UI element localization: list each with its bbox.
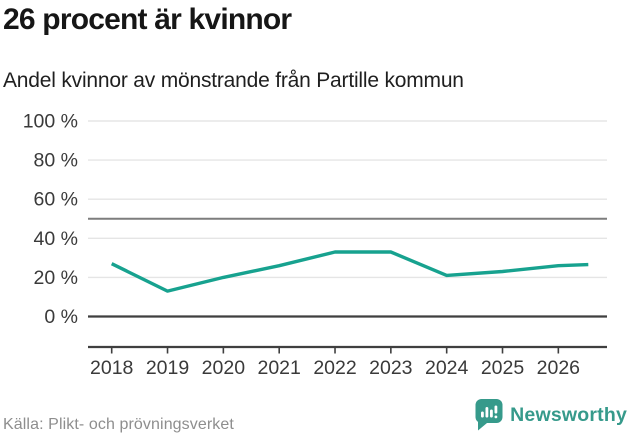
x-tick-label: 2020 [202, 357, 246, 379]
chart-subtitle: Andel kvinnor av mönstrande från Partill… [3, 69, 464, 92]
y-tick-label: 80 % [34, 150, 78, 172]
x-tick-label: 2025 [481, 357, 525, 379]
chart-title: 26 procent är kvinnor [3, 3, 292, 36]
x-tick-label: 2024 [425, 357, 469, 379]
x-tick-label: 2018 [90, 357, 133, 379]
newsworthy-logo-text: Newsworthy [510, 404, 627, 426]
x-tick-label: 2026 [537, 357, 580, 379]
newsworthy-logo[interactable]: Newsworthy [475, 397, 627, 433]
x-tick-label: 2022 [313, 357, 356, 379]
y-tick-label: 20 % [34, 267, 78, 289]
x-tick-label: 2023 [369, 357, 412, 379]
x-tick-label: 2021 [257, 357, 300, 379]
y-tick-label: 40 % [34, 228, 78, 250]
data-series-line [110, 250, 589, 293]
x-tick-label: 2019 [146, 357, 189, 379]
source-note: Källa: Plikt- och prövningsverket [3, 416, 234, 433]
y-tick-label: 0 % [44, 306, 78, 328]
y-tick-label: 60 % [34, 189, 78, 211]
y-tick-label: 100 % [23, 111, 78, 133]
newsworthy-logo-icon [475, 399, 503, 431]
